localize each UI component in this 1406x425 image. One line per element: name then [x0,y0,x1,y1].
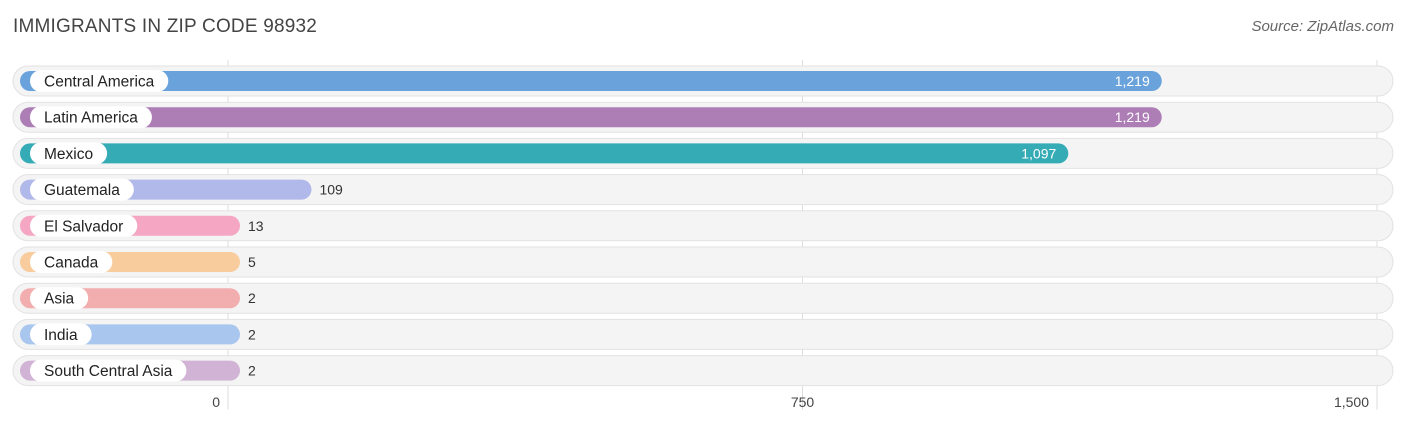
bar-row: South Central Asia 2 [12,355,1394,387]
category-label-pill [30,251,113,273]
category-label-pill [30,214,138,237]
bar[interactable] [20,71,1162,91]
chart-title: IMMIGRANTS IN ZIP CODE 98932 [13,16,318,37]
category-label-pill [30,70,169,92]
bar-track [12,355,1394,387]
category-label-pill [30,287,89,310]
x-tick-label: 0 [212,394,220,410]
value-label: 5 [248,254,256,270]
category-label-pill [30,359,187,382]
bar-track [12,210,1394,242]
category-label: Latin America [44,110,138,127]
value-label: 1,219 [1115,109,1150,125]
category-label-pill [30,323,92,346]
bar-row: Central America 1,219 [12,65,1394,97]
bar[interactable] [20,107,1162,128]
category-label: Mexico [44,146,93,163]
source-note: Source: ZipAtlas.com [1251,18,1394,35]
value-label: 2 [248,290,256,306]
value-label: 2 [248,326,256,342]
category-label: Asia [44,291,75,308]
bar-row: Latin America 1,219 [12,101,1394,133]
bar-rows: Central America 1,219 Latin America 1,219 Me… [12,65,1394,387]
bar-row: El Salvador 13 [12,210,1394,242]
bar-row: India 2 [12,318,1394,350]
value-label: 1,219 [1115,73,1150,89]
category-label: Central America [44,74,155,91]
value-label: 109 [319,182,343,198]
category-label: Guatemala [44,182,120,199]
category-label-pill [30,178,134,201]
category-label: India [44,327,78,344]
x-tick-label: 750 [791,394,815,410]
value-label: 13 [248,218,264,234]
bar-row: Asia 2 [12,282,1394,314]
bar-row: Mexico 1,097 [12,137,1394,169]
bar-row: Canada 5 [12,246,1394,278]
bar-track [12,246,1394,278]
bar-track [12,318,1394,350]
category-label-pill [30,142,108,165]
category-label: El Salvador [44,218,123,235]
category-label-pill [30,106,152,129]
bar-track [12,174,1394,206]
value-label: 1,097 [1021,145,1056,161]
bar-track [12,282,1394,314]
bar[interactable] [20,143,1069,164]
bar-row: Guatemala 109 [12,174,1394,206]
category-label: Canada [44,255,99,272]
x-axis: 0 750 1,500 [212,394,1369,410]
value-label: 2 [248,363,256,379]
x-tick-label: 1,500 [1334,394,1369,410]
category-label: South Central Asia [44,363,173,380]
